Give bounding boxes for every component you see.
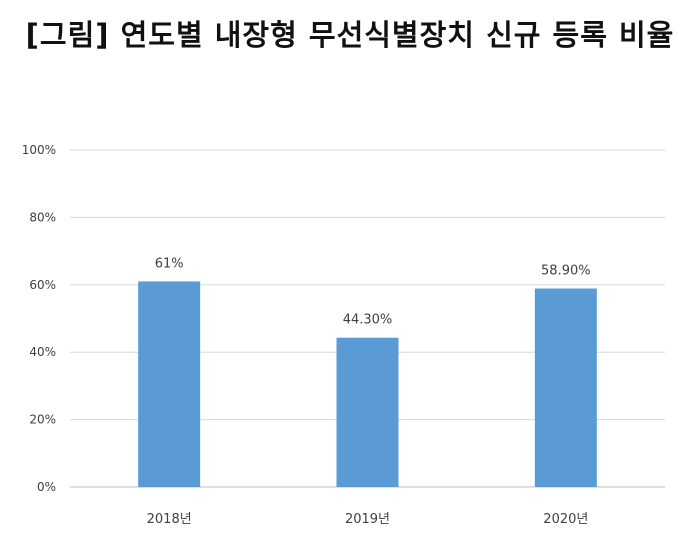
x-tick-label: 2020년 xyxy=(543,512,588,527)
y-tick-label: 0% xyxy=(37,480,56,494)
figure-title: [그림] 연도별 내장형 무선식별장치 신규 등록 비율 xyxy=(25,18,675,52)
data-label: 44.30% xyxy=(343,313,393,328)
bar xyxy=(534,288,597,487)
data-label: 58.90% xyxy=(541,264,591,279)
bar xyxy=(336,337,399,487)
y-tick-label: 40% xyxy=(29,345,56,359)
y-tick-label: 100% xyxy=(22,143,56,157)
x-tick-label: 2019년 xyxy=(345,512,390,527)
data-label: 61% xyxy=(155,256,184,271)
y-tick-label: 60% xyxy=(29,278,56,292)
y-tick-label: 80% xyxy=(29,210,56,224)
bar xyxy=(138,281,201,487)
x-tick-label: 2018년 xyxy=(147,512,192,527)
y-tick-label: 20% xyxy=(29,413,56,427)
